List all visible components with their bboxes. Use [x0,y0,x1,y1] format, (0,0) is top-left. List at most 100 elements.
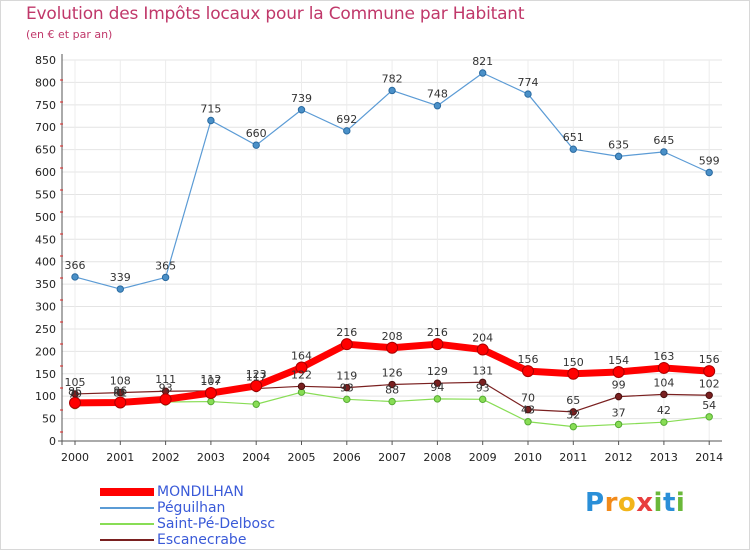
legend-label: Péguilhan [157,500,226,516]
data-label: 122 [291,368,312,381]
data-point [479,69,487,77]
data-label: 208 [382,330,403,343]
y-tick-label: 50 [42,413,56,426]
chart-subtitle: (en € et par an) [26,28,113,41]
data-label: 107 [200,375,221,388]
legend-item: Péguilhan [100,500,275,516]
y-tick-label: 450 [35,233,56,246]
data-point [343,395,351,404]
x-tick-label: 2008 [423,451,451,464]
data-label: 154 [608,354,629,367]
data-label: 42 [657,404,671,417]
data-point [431,338,444,351]
data-label: 599 [699,155,720,168]
y-tick-label: 150 [35,368,56,381]
data-point [161,273,170,282]
data-point [479,378,487,386]
data-point [295,361,308,374]
data-label: 94 [430,381,444,394]
data-label: 37 [612,406,626,419]
x-tick-label: 2013 [650,451,678,464]
data-point [569,422,577,431]
y-tick-label: 100 [35,390,56,403]
y-tick-label: 850 [35,54,56,67]
chart-legend: MONDILHAN Péguilhan Saint-Pé-Delbosc Escane… [100,484,275,548]
y-tick-label: 350 [35,278,56,291]
data-point [69,396,81,409]
data-label: 119 [336,370,357,383]
data-label: 99 [612,379,626,392]
data-label: 123 [246,368,267,381]
legend-item: Escanecrabe [100,532,275,548]
data-label: 150 [563,356,584,369]
data-label: 104 [653,376,674,389]
data-point [660,148,668,156]
data-point [660,390,668,399]
data-label: 216 [336,326,357,339]
data-label: 366 [65,259,86,272]
legend-item: Saint-Pé-Delbosc [100,516,275,532]
data-label: 88 [385,384,399,397]
data-point [612,365,625,378]
x-tick-label: 2009 [469,451,497,464]
data-point [614,420,623,429]
data-point [569,145,577,153]
data-label: 70 [521,392,535,405]
data-point [433,102,442,110]
data-label: 635 [608,138,629,151]
x-tick-label: 2011 [559,451,587,464]
legend-label: Saint-Pé-Delbosc [157,516,276,532]
data-label: 32 [566,409,580,422]
legend-swatch [100,523,154,525]
data-label: 645 [653,134,674,147]
data-label: 164 [291,349,312,362]
y-tick-label: 800 [35,76,56,89]
data-label: 85 [68,385,82,398]
data-label: 93 [340,381,354,394]
x-tick-label: 2006 [333,451,361,464]
data-label: 774 [518,76,539,89]
data-point [524,90,532,98]
x-tick-label: 2014 [695,451,723,464]
data-point [386,341,399,354]
logo-letter: x [636,488,654,518]
x-tick-label: 2004 [242,451,270,464]
logo-letter: i [675,488,686,518]
x-tick-label: 2012 [605,451,633,464]
data-label: 111 [155,373,176,386]
data-point [207,397,215,406]
data-label: 108 [110,375,131,388]
data-point [343,127,351,135]
x-tick-label: 2001 [106,451,134,464]
data-label: 93 [159,381,173,394]
data-label: 660 [246,127,267,140]
data-point [252,141,260,149]
data-label: 79 [68,388,82,401]
data-point [114,396,127,409]
data-point [705,168,713,177]
data-point [250,379,263,392]
x-tick-label: 2005 [288,451,316,464]
data-label: 715 [200,103,221,116]
data-point [204,387,217,400]
legend-item: MONDILHAN [100,484,275,500]
data-point [569,408,577,416]
data-point [614,152,623,161]
data-point [116,388,125,397]
data-point [614,392,623,401]
data-label: 81 [113,387,127,400]
data-label: 163 [653,350,674,363]
data-point [297,382,306,391]
data-label: 692 [336,113,357,126]
data-point [388,380,396,389]
data-label: 204 [472,332,493,345]
data-point [159,393,172,406]
data-point [657,361,670,374]
logo-letter: i [653,488,663,518]
data-point [252,400,260,408]
legend-swatch [100,539,154,541]
data-label: 651 [563,131,584,144]
data-label: 86 [113,384,127,397]
y-tick-label: 500 [35,211,56,224]
